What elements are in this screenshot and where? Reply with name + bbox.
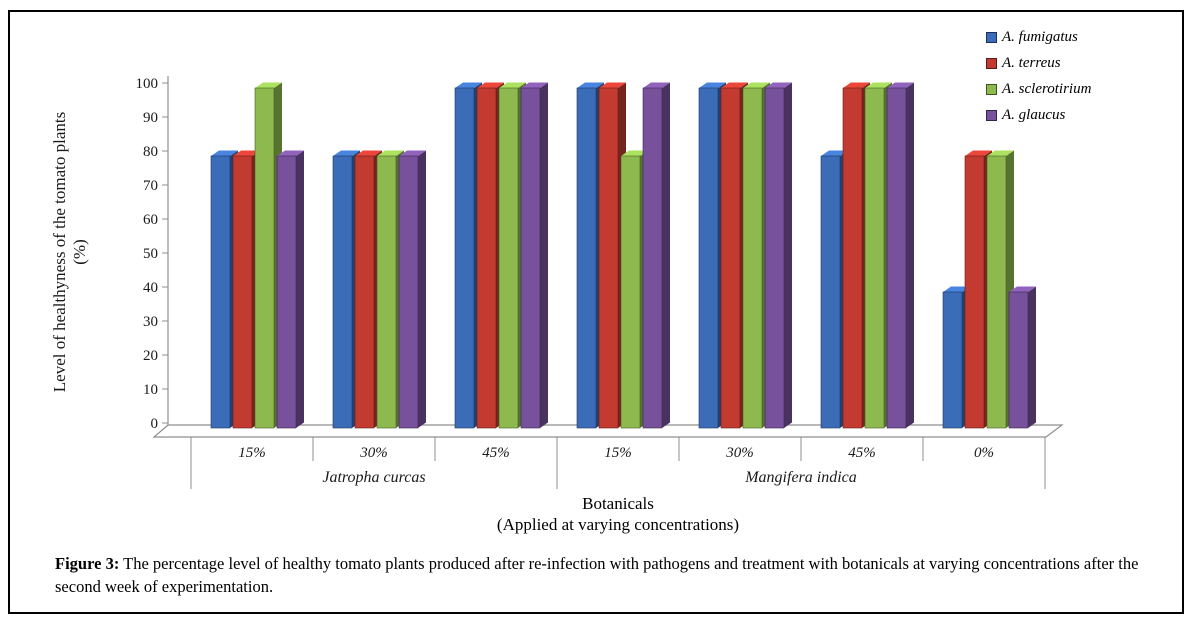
bar-a-glaucus-6 — [1008, 286, 1036, 429]
y-tick-label: 70 — [143, 178, 158, 194]
figure-caption: Figure 3: The percentage level of health… — [55, 552, 1153, 598]
bar-a-glaucus-3 — [642, 82, 670, 429]
y-tick-label: 80 — [143, 144, 158, 160]
figure-caption-text: The percentage level of healthy tomato p… — [55, 554, 1139, 596]
legend-item: A. fumigatus — [986, 28, 1091, 47]
x-category-label: 30% — [359, 445, 388, 461]
x-category-label: 15% — [604, 445, 632, 461]
y-tick-label: 10 — [143, 382, 158, 398]
y-tick-label: 90 — [143, 110, 158, 126]
legend: A. fumigatus A. terreus A. sclerotirium A. … — [986, 28, 1091, 125]
y-tick-label: 30 — [143, 314, 158, 330]
y-tick-label: 0 — [151, 416, 159, 432]
y-tick-label: 20 — [143, 348, 158, 364]
x-category-label: 30% — [725, 445, 754, 461]
y-axis-title: Level of healthyness of the tomato plant… — [50, 37, 90, 467]
x-category-label: 45% — [482, 445, 510, 461]
bar-a-glaucus-1 — [398, 150, 426, 429]
bar-a-glaucus-5 — [886, 82, 914, 429]
x-axis-subtitle: (Applied at varying concentrations) — [496, 515, 740, 534]
legend-marker-icon — [986, 32, 997, 43]
x-axis-title: Botanicals — [582, 494, 654, 513]
y-axis-title-unit: (%) — [70, 239, 89, 265]
figure-caption-label: Figure 3: — [55, 554, 120, 573]
legend-item: A. sclerotirium — [986, 80, 1091, 99]
y-tick-label: 100 — [136, 76, 159, 92]
legend-label: A. fumigatus — [1002, 29, 1078, 45]
legend-item: A. glaucus — [986, 106, 1091, 125]
y-tick-label: 60 — [143, 212, 158, 228]
legend-marker-icon — [986, 110, 997, 121]
chart-canvas: 0 10 20 30 40 50 60 70 80 90 100 15% 30% 45% 15% 30% 45%… — [136, 76, 1064, 489]
legend-label: A. sclerotirium — [1002, 81, 1092, 97]
x-category-label: 15% — [238, 445, 266, 461]
bar-a-glaucus-2 — [520, 82, 548, 429]
bar-a-glaucus-4 — [764, 82, 792, 429]
x-category-label: 45% — [848, 445, 876, 461]
y-tick-label: 40 — [143, 280, 158, 296]
x-axis-title-block: Botanicals (Applied at varying concentra… — [191, 493, 1045, 535]
figure-frame: 0 10 20 30 40 50 60 70 80 90 100 15% 30% 45% 15% 30% 45%… — [8, 10, 1184, 614]
legend-marker-icon — [986, 58, 997, 69]
x-category-label: 0% — [974, 445, 994, 461]
legend-item: A. terreus — [986, 54, 1091, 73]
floor — [152, 424, 1064, 438]
botanical-group-label: Jatropha curcas — [322, 469, 425, 486]
botanical-group-label: Mangifera indica — [744, 469, 857, 486]
y-axis-title-text: Level of healthyness of the tomato plant… — [49, 111, 69, 393]
legend-label: A. terreus — [1002, 55, 1061, 71]
y-tick-label: 50 — [143, 246, 158, 262]
legend-marker-icon — [986, 84, 997, 95]
legend-label: A. glaucus — [1002, 107, 1066, 123]
bar-a-glaucus-0 — [276, 150, 304, 429]
